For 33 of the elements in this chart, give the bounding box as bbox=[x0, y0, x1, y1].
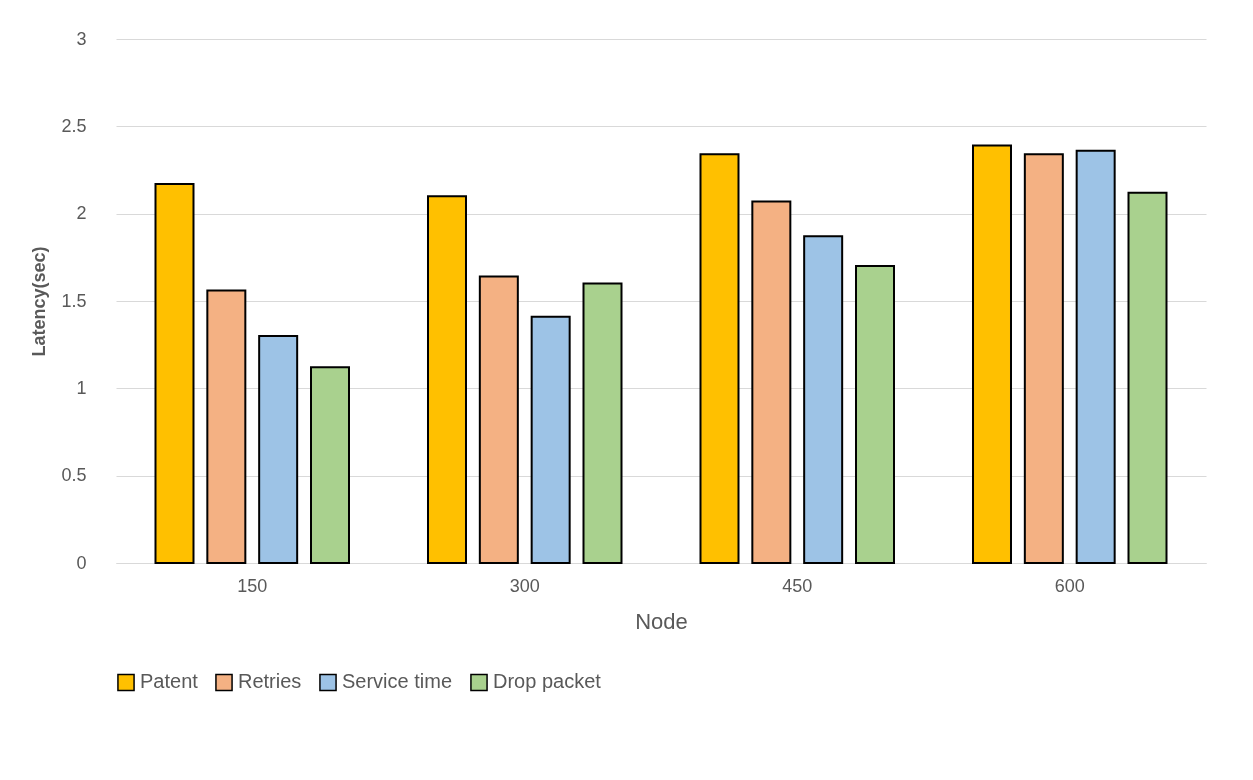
bar bbox=[1127, 191, 1168, 564]
y-tick-label: 2 bbox=[76, 203, 87, 224]
x-axis-title: Node bbox=[635, 608, 688, 634]
bar bbox=[972, 144, 1012, 564]
legend-label: Drop packet bbox=[493, 670, 602, 693]
bar bbox=[427, 195, 467, 564]
y-tick-label: 0.5 bbox=[61, 465, 87, 486]
x-tick-label: 300 bbox=[509, 575, 540, 596]
bar bbox=[258, 334, 299, 564]
bar bbox=[699, 153, 740, 564]
legend-label: Patent bbox=[140, 670, 199, 693]
bar bbox=[751, 200, 792, 564]
bar bbox=[855, 265, 895, 564]
bar bbox=[1023, 153, 1064, 564]
x-tick-label: 450 bbox=[782, 575, 813, 596]
bar bbox=[154, 182, 195, 564]
legend-label: Service time bbox=[342, 670, 453, 693]
x-tick-label: 600 bbox=[1054, 575, 1085, 596]
bar bbox=[582, 282, 623, 564]
y-tick-label: 0 bbox=[76, 552, 87, 573]
bar bbox=[206, 289, 247, 564]
y-tick-label: 3 bbox=[76, 28, 87, 49]
x-tick-label: 150 bbox=[237, 575, 268, 596]
y-tick-label: 1.5 bbox=[61, 290, 87, 311]
y-axis-title: Latency(sec) bbox=[29, 246, 50, 357]
legend-label: Retries bbox=[238, 670, 302, 693]
y-tick-label: 1 bbox=[76, 377, 87, 398]
bar bbox=[478, 275, 519, 564]
bar bbox=[1075, 149, 1116, 564]
y-tick-label: 2.5 bbox=[61, 115, 87, 136]
bar bbox=[803, 235, 844, 564]
bar bbox=[530, 315, 571, 564]
bar bbox=[310, 366, 350, 564]
